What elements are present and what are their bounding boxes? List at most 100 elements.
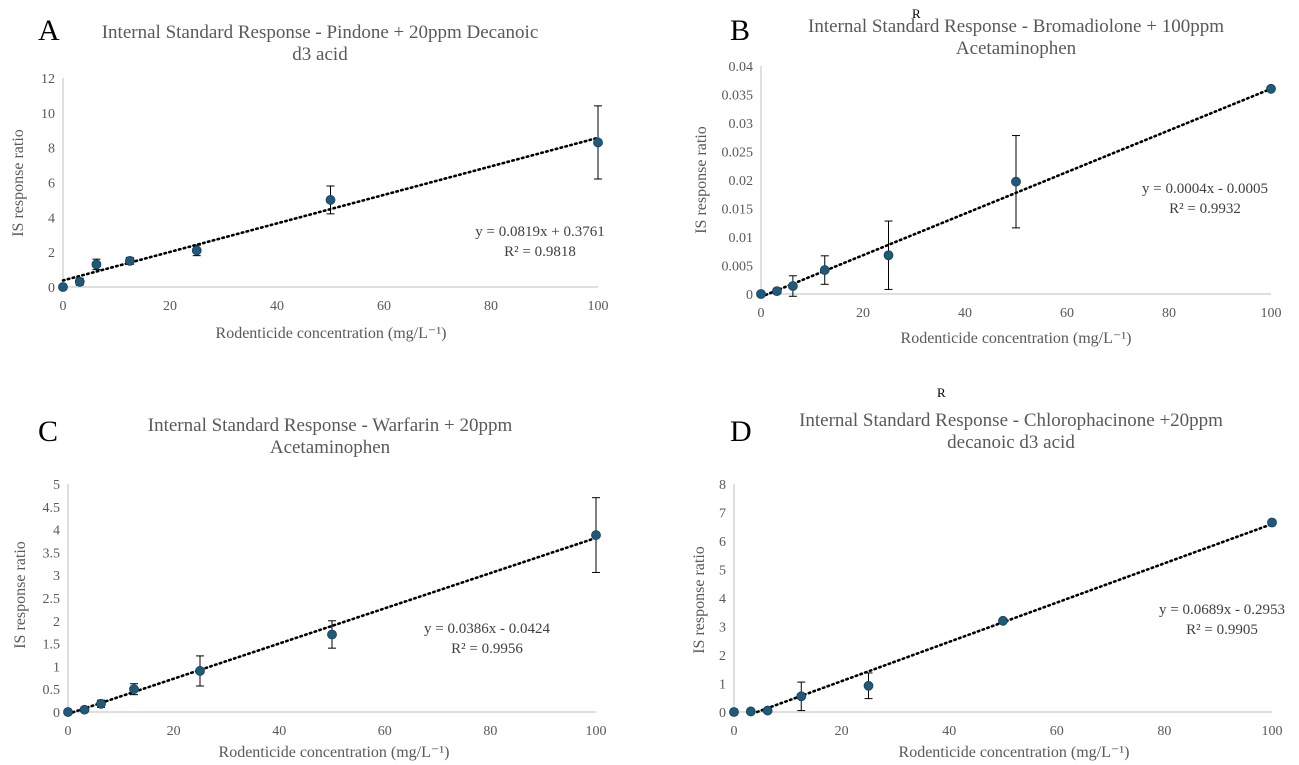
y-tick-label: 6 xyxy=(719,535,726,550)
data-point xyxy=(756,289,766,299)
data-point xyxy=(124,255,135,266)
x-tick-label: 0 xyxy=(758,306,765,321)
x-tick-label: 60 xyxy=(1060,306,1074,321)
y-tick-label: 7 xyxy=(719,507,726,522)
chart-title-line-1: Internal Standard Response - Chlorophaci… xyxy=(799,410,1223,431)
x-tick-label: 100 xyxy=(586,724,607,739)
panel-label: C xyxy=(38,415,58,448)
x-tick-label: 60 xyxy=(377,299,391,314)
data-point xyxy=(1011,176,1021,187)
x-tick-label: 20 xyxy=(163,299,177,314)
y-tick-label: 0 xyxy=(48,281,55,296)
y-tick-label: 5 xyxy=(719,564,726,579)
y-tick-label: 0.01 xyxy=(729,231,754,246)
x-tick-label: 80 xyxy=(1157,724,1171,739)
data-point xyxy=(593,137,603,148)
chart-title-line-2: d3 acid xyxy=(292,44,348,65)
y-tick-label: 4 xyxy=(719,592,726,607)
y-tick-label: 10 xyxy=(41,107,55,122)
data-point xyxy=(772,286,782,297)
data-point xyxy=(96,698,106,709)
y-tick-label: 0 xyxy=(719,706,726,721)
data-point xyxy=(883,250,894,261)
y-tick-label: 2 xyxy=(719,649,726,664)
x-tick-label: 20 xyxy=(856,306,870,321)
data-point xyxy=(129,684,139,695)
data-point xyxy=(1267,517,1277,528)
panel-label: D xyxy=(730,415,752,448)
linear-trendline xyxy=(66,536,598,716)
y-tick-label: 0.04 xyxy=(729,60,754,75)
y-tick-label: 0 xyxy=(53,706,60,721)
y-tick-label: 12 xyxy=(41,72,55,87)
x-tick-label: 100 xyxy=(588,299,609,314)
y-tick-label: 4.5 xyxy=(43,501,61,516)
y-tick-label: 0.035 xyxy=(722,89,754,104)
x-tick-label: 80 xyxy=(1162,306,1176,321)
chart-title-line-1: Internal Standard Response - Bromadiolon… xyxy=(808,16,1224,37)
y-tick-label: 0.03 xyxy=(729,117,754,132)
panel-a: A Internal Standard Response - Pindone +… xyxy=(10,14,609,342)
x-tick-label: 40 xyxy=(270,299,284,314)
y-tick-label: 3.5 xyxy=(43,546,61,561)
y-tick-label: 8 xyxy=(48,142,55,157)
panel-b: B R Internal Standard Response - Bromadi… xyxy=(693,6,1282,347)
trendline-equation: y = 0.0689x - 0.2953 xyxy=(1159,602,1285,618)
y-tick-label: 0.02 xyxy=(729,174,754,189)
x-tick-label: 80 xyxy=(484,299,498,314)
x-axis-label: Rodenticide concentration (mg/L⁻¹) xyxy=(216,325,447,342)
data-point xyxy=(325,195,336,205)
chart-title-line-1: Internal Standard Response - Warfarin + … xyxy=(148,415,513,436)
y-tick-label: 2.5 xyxy=(43,592,61,607)
x-tick-label: 100 xyxy=(1262,724,1283,739)
y-tick-label: 0.005 xyxy=(722,260,754,275)
r-squared-value: R² = 0.9905 xyxy=(1186,622,1258,638)
panel-d: D R Internal Standard Response - Chlorop… xyxy=(691,385,1285,761)
x-tick-label: 0 xyxy=(731,724,738,739)
data-point xyxy=(63,707,73,717)
trendline-equation: y = 0.0386x - 0.0424 xyxy=(424,621,550,637)
data-point xyxy=(729,707,739,717)
y-tick-label: 5 xyxy=(53,478,60,493)
x-axis-label: Rodenticide concentration (mg/L⁻¹) xyxy=(219,744,450,761)
data-point xyxy=(762,705,773,716)
x-tick-label: 40 xyxy=(942,724,956,739)
trendline-equation: y = 0.0004x - 0.0005 xyxy=(1142,181,1268,197)
data-point xyxy=(745,706,756,717)
superscript-marker: R xyxy=(937,385,946,400)
x-tick-label: 0 xyxy=(60,299,67,314)
x-tick-label: 0 xyxy=(65,724,72,739)
x-tick-label: 20 xyxy=(167,724,181,739)
trendline-equation: y = 0.0819x + 0.3761 xyxy=(475,224,604,240)
data-point xyxy=(998,615,1008,626)
y-tick-label: 3 xyxy=(53,569,60,584)
x-axis-label: Rodenticide concentration (mg/L⁻¹) xyxy=(899,744,1130,761)
x-tick-label: 40 xyxy=(272,724,286,739)
y-tick-label: 1.5 xyxy=(43,638,61,653)
x-tick-label: 20 xyxy=(835,724,849,739)
y-tick-label: 1 xyxy=(719,678,726,693)
data-point xyxy=(195,666,205,676)
x-tick-label: 100 xyxy=(1261,306,1282,321)
data-point xyxy=(787,281,798,291)
data-point xyxy=(79,704,90,715)
x-axis-label: Rodenticide concentration (mg/L⁻¹) xyxy=(901,330,1132,347)
data-point xyxy=(191,245,202,256)
data-point xyxy=(591,530,601,540)
superscript-marker: R xyxy=(912,6,921,21)
data-point xyxy=(1266,83,1276,94)
y-tick-label: 8 xyxy=(719,478,726,493)
y-axis-label: IS response ratio xyxy=(10,129,27,237)
x-tick-label: 80 xyxy=(483,724,497,739)
y-tick-label: 0.015 xyxy=(722,203,754,218)
x-tick-label: 40 xyxy=(958,306,972,321)
y-tick-label: 1 xyxy=(53,660,60,675)
panel-c: C Internal Standard Response - Warfarin … xyxy=(12,415,607,761)
x-tick-label: 60 xyxy=(378,724,392,739)
data-point xyxy=(58,282,68,292)
y-axis-label: IS response ratio xyxy=(691,546,708,654)
data-point xyxy=(91,259,102,270)
data-point xyxy=(819,265,830,275)
x-tick-label: 60 xyxy=(1050,724,1064,739)
